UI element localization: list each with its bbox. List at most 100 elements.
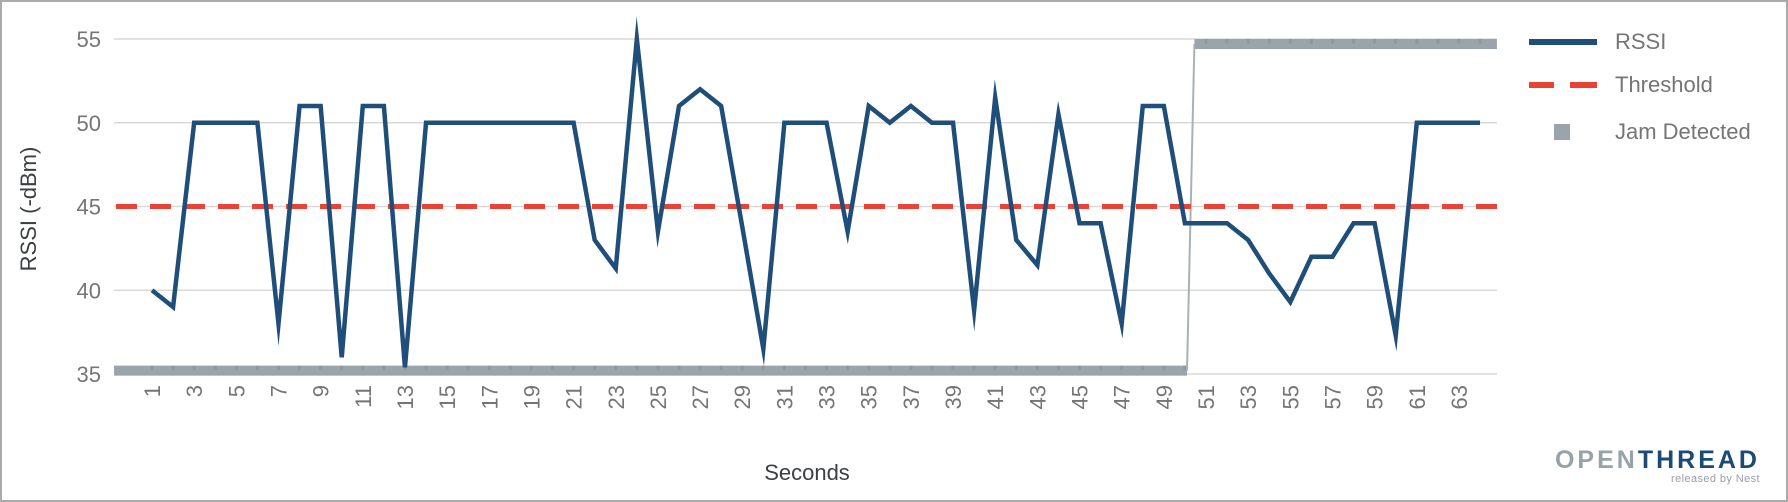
legend-item-threshold: Threshold	[1529, 72, 1713, 98]
jam-detected-marker	[1394, 39, 1398, 44]
jam-detected-marker	[614, 365, 618, 371]
legend-item-jam-detected: Jam Detected	[1529, 119, 1751, 145]
jam-detected-marker	[1056, 365, 1060, 371]
jam-detected-marker	[1141, 365, 1145, 371]
jam-detected-marker	[213, 365, 217, 371]
legend-item-rssi: RSSI	[1529, 29, 1666, 55]
y-tick-label: 50	[77, 111, 101, 136]
x-tick-label: 47	[1110, 385, 1135, 409]
jam-square-swatch-icon	[1529, 124, 1597, 140]
jam-detected-band	[114, 365, 1188, 376]
jam-detected-marker	[782, 365, 786, 371]
jam-detected-marker	[150, 365, 154, 371]
jam-detected-marker	[1457, 39, 1461, 44]
logo-thread-text: THREAD	[1637, 446, 1760, 474]
jam-detected-marker	[508, 365, 512, 371]
jam-detected-marker	[635, 365, 639, 371]
y-tick-label: 45	[77, 195, 101, 220]
x-tick-label: 1	[140, 385, 165, 397]
x-tick-label: 63	[1447, 385, 1472, 409]
x-tick-label: 33	[815, 385, 840, 409]
jam-detected-marker	[803, 365, 807, 371]
jam-detected-marker	[382, 365, 386, 371]
x-tick-label: 21	[562, 385, 587, 409]
jam-detected-marker	[424, 365, 428, 371]
jam-detected-marker	[445, 365, 449, 371]
x-tick-label: 37	[899, 385, 924, 409]
jam-detected-marker	[951, 365, 955, 371]
jam-detected-marker	[1288, 39, 1292, 44]
jam-detected-marker	[993, 365, 997, 371]
x-axis-title: Seconds	[764, 460, 850, 485]
x-tick-label: 29	[730, 385, 755, 409]
jam-detected-marker	[403, 365, 407, 371]
y-tick-label: 55	[77, 27, 101, 52]
x-tick-label: 23	[604, 385, 629, 409]
jam-detected-marker	[1436, 39, 1440, 44]
jam-detected-marker	[1120, 365, 1124, 371]
x-tick-label: 61	[1405, 385, 1430, 409]
x-tick-label: 3	[182, 385, 207, 397]
openthread-wordmark: OPENTHREAD	[1555, 447, 1760, 473]
jam-detected-marker	[1183, 365, 1187, 371]
jam-detected-marker	[319, 365, 323, 371]
x-tick-label: 49	[1152, 385, 1177, 409]
jam-detected-marker	[1246, 39, 1250, 44]
jam-detected-marker	[1352, 39, 1356, 44]
jam-detected-band	[1194, 39, 1497, 50]
x-tick-label: 53	[1236, 385, 1261, 409]
jam-detected-marker	[698, 365, 702, 371]
threshold-dash-swatch-icon	[1529, 82, 1597, 88]
x-tick-label: 9	[309, 385, 334, 397]
legend-label-rssi: RSSI	[1615, 29, 1667, 54]
jam-detected-marker	[1162, 365, 1166, 371]
y-axis-title: RSSI (-dBm)	[16, 147, 41, 272]
jam-detected-marker	[1330, 39, 1334, 44]
jam-detected-marker	[1415, 39, 1419, 44]
jam-detected-marker	[1373, 39, 1377, 44]
rssi-line-swatch-icon	[1529, 39, 1597, 45]
jam-detected-marker	[572, 365, 576, 371]
y-tick-label: 35	[77, 362, 101, 387]
x-tick-label: 27	[688, 385, 713, 409]
x-tick-label: 45	[1068, 385, 1093, 409]
x-tick-label: 11	[351, 385, 376, 408]
jam-detected-marker	[1099, 365, 1103, 371]
x-tick-label: 15	[435, 385, 460, 409]
jam-detected-marker	[719, 365, 723, 371]
logo-open-text: OPEN	[1554, 446, 1638, 474]
x-tick-label: 43	[1025, 385, 1050, 409]
x-tick-label: 31	[772, 385, 797, 409]
jam-detected-marker	[171, 365, 175, 371]
legend-label-threshold: Threshold	[1615, 72, 1713, 97]
jam-detected-marker	[487, 365, 491, 371]
jam-detected-marker	[825, 365, 829, 371]
jam-detected-marker	[298, 365, 302, 371]
jam-detected-marker	[1204, 39, 1208, 44]
jam-detected-marker	[1478, 39, 1482, 44]
jam-detected-marker	[466, 365, 470, 371]
jam-detected-marker	[234, 365, 238, 371]
jam-detected-marker	[1225, 39, 1229, 44]
x-tick-label: 5	[224, 385, 249, 397]
x-tick-label: 55	[1278, 385, 1303, 409]
x-tick-label: 41	[983, 385, 1008, 409]
jam-detected-marker	[1035, 365, 1039, 371]
jam-detected-marker	[276, 365, 280, 371]
jam-detected-marker	[1267, 39, 1271, 44]
jam-detected-marker	[846, 365, 850, 371]
x-tick-label: 35	[857, 385, 882, 409]
jam-detected-marker	[761, 365, 765, 371]
jam-detected-marker	[529, 365, 533, 371]
y-tick-label: 40	[77, 278, 101, 303]
jam-detected-marker	[1078, 365, 1082, 371]
jam-detected-marker	[255, 365, 259, 371]
x-tick-label: 59	[1363, 385, 1388, 409]
jam-detected-marker	[867, 365, 871, 371]
jam-detected-marker	[192, 365, 196, 371]
x-tick-label: 25	[646, 385, 671, 409]
jam-detected-marker	[656, 365, 660, 371]
openthread-logo: OPENTHREAD released by Nest	[1555, 447, 1760, 485]
